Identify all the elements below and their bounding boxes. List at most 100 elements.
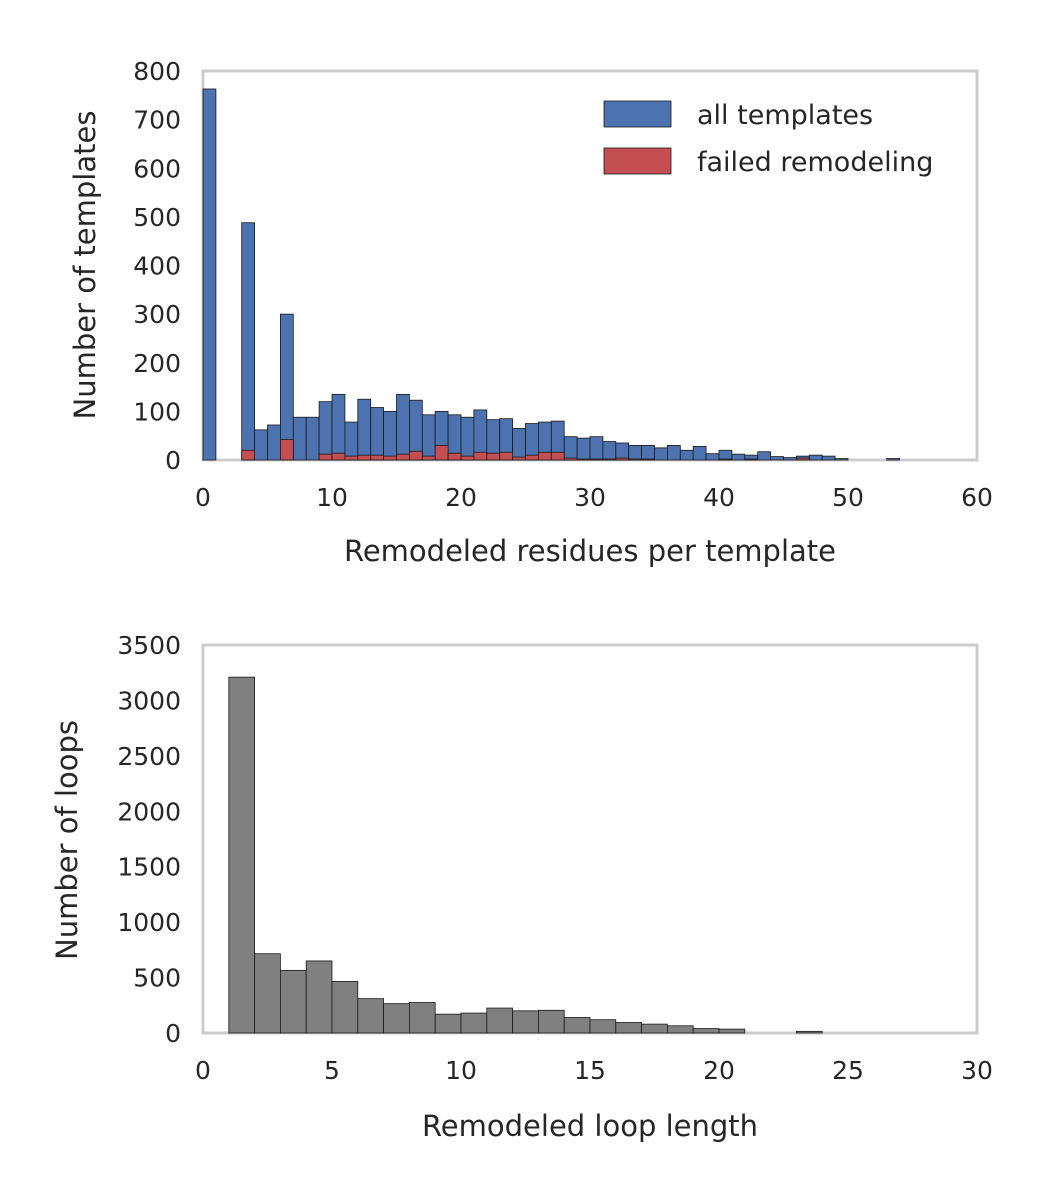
top-bar-all-templates-49 (834, 458, 849, 461)
top-bar-all-templates-8 (305, 416, 320, 461)
bottom-bar-series-18 (667, 1025, 694, 1034)
bottom-y-tick-label: 1500 (117, 853, 181, 882)
top-bar-all-templates-6 (279, 313, 294, 461)
top-y-tick-labels: 0 100 200 300 400 500 600 700 800 (133, 57, 181, 475)
top-bar-failed-remodeling-46 (796, 457, 810, 461)
top-bar-all-templates-20 (460, 416, 475, 461)
top-x-tick-label: 30 (574, 483, 606, 512)
top-y-tick-label: 200 (133, 349, 181, 378)
top-bar-all-templates-35 (654, 447, 668, 461)
top-bar-all-templates-24 (512, 427, 526, 461)
top-bar-failed-remodeling-22 (486, 452, 501, 461)
bottom-bar-series-11 (486, 1007, 513, 1034)
top-bar-failed-remodeling-27 (550, 451, 565, 461)
bottom-bar-series-1 (228, 676, 256, 1034)
bottom-y-tick-label: 1000 (117, 908, 181, 937)
top-bar-all-templates-37 (679, 449, 694, 461)
top-bar-all-templates-0 (202, 88, 217, 461)
bottom-y-tick-label: 500 (133, 964, 181, 993)
top-y-tick-label: 0 (165, 446, 181, 475)
bottom-y-tick-label: 2500 (117, 742, 181, 771)
top-bar-all-templates-40 (718, 449, 733, 461)
top-bar-all-templates-4 (254, 429, 268, 461)
top-bar-failed-remodeling-16 (408, 450, 423, 461)
bottom-y-tick-label: 3000 (117, 686, 181, 715)
top-bar-all-templates-15 (396, 393, 410, 461)
bottom-bar-series-15 (589, 1019, 617, 1034)
bottom-bar-series-7 (383, 1003, 410, 1034)
bottom-y-tick-label: 0 (165, 1019, 181, 1048)
top-bar-all-templates-9 (318, 401, 333, 461)
top-bar-all-templates-34 (641, 445, 655, 461)
bottom-bar-series-8 (408, 1002, 436, 1034)
top-bar-failed-remodeling-32 (615, 457, 630, 461)
bottom-bar-series-3 (279, 969, 307, 1034)
top-bar-failed-remodeling-10 (331, 452, 346, 461)
top-bar-failed-remodeling-18 (434, 445, 449, 461)
bottom-y-axis-label: Number of loops (50, 720, 84, 960)
top-bar-all-templates-43 (757, 451, 772, 461)
top-bar-failed-remodeling-20 (460, 455, 475, 461)
top-bar-failed-remodeling-14 (383, 455, 397, 461)
top-bar-all-templates-32 (615, 442, 630, 461)
bottom-x-tick-label: 30 (961, 1056, 993, 1085)
top-histogram-chart: 0 10 20 30 40 50 60 0100200300400500600700800 … (68, 57, 993, 568)
top-bar-failed-remodeling-34 (641, 458, 655, 461)
top-bar-all-templates-14 (383, 410, 397, 461)
top-bar-all-templates-7 (292, 416, 307, 461)
bottom-bar-series-23 (796, 1030, 823, 1034)
bottom-bar-series-9 (434, 1013, 462, 1034)
legend-swatch-all-templates (603, 100, 672, 128)
top-bar-failed-remodeling-17 (421, 455, 436, 461)
top-bar-all-templates-5 (267, 424, 281, 461)
top-x-tick-label: 50 (832, 483, 864, 512)
top-bar-failed-remodeling-6 (279, 439, 294, 461)
top-bar-all-templates-30 (589, 436, 604, 461)
bottom-bar-series-16 (615, 1022, 642, 1034)
bottom-x-axis-label: Remodeled loop length (422, 1109, 758, 1143)
top-bar-failed-remodeling-13 (370, 454, 385, 461)
top-bar-all-templates-25 (525, 423, 539, 461)
bottom-x-tick-label: 25 (832, 1056, 864, 1085)
top-bar-all-templates-48 (821, 455, 836, 461)
top-bar-failed-remodeling-11 (344, 455, 359, 461)
top-y-tick-label: 800 (133, 57, 181, 86)
bottom-x-tick-label: 10 (445, 1056, 477, 1085)
top-bar-all-templates-36 (667, 445, 681, 461)
top-bar-all-templates-41 (731, 453, 746, 461)
top-bar-all-templates-45 (783, 457, 797, 461)
top-y-tick-label: 700 (133, 106, 181, 135)
top-bar-failed-remodeling-15 (396, 453, 410, 461)
top-y-axis-label: Number of templates (68, 111, 102, 420)
top-bar-failed-remodeling-42 (744, 458, 759, 461)
top-bar-all-templates-12 (357, 398, 372, 461)
bottom-x-tick-labels: 0 5 10 15 20 25 30 (195, 1056, 993, 1085)
bottom-bar-series-19 (692, 1028, 720, 1034)
top-bar-failed-remodeling-31 (602, 458, 617, 461)
bottom-y-tick-label: 2000 (117, 797, 181, 826)
bottom-x-tick-label: 0 (195, 1056, 211, 1085)
bottom-bar-series-2 (254, 953, 281, 1034)
top-bar-all-templates-29 (576, 437, 591, 461)
top-y-tick-label: 300 (133, 300, 181, 329)
legend-label-all-templates: all templates (697, 100, 873, 131)
bottom-bar-series-14 (563, 1017, 591, 1034)
top-x-tick-label: 20 (445, 483, 477, 512)
bottom-y-tick-label: 3500 (117, 631, 181, 660)
top-bar-failed-remodeling-26 (538, 451, 552, 461)
bottom-x-tick-label: 5 (324, 1056, 340, 1085)
top-x-tick-labels: 0 10 20 30 40 50 60 (195, 483, 993, 512)
bottom-bar-series-6 (357, 998, 384, 1034)
top-x-axis-label: Remodeled residues per template (344, 534, 836, 568)
top-all-templates-bars (202, 88, 901, 461)
legend-label-failed-remodeling: failed remodeling (697, 147, 933, 178)
top-bar-all-templates-53 (886, 458, 901, 461)
top-bar-failed-remodeling-40 (718, 458, 733, 461)
top-bar-all-templates-28 (563, 436, 578, 461)
bottom-bar-series-4 (305, 960, 333, 1034)
bottom-bar-series-10 (460, 1012, 488, 1034)
top-y-tick-label: 100 (133, 397, 181, 426)
bottom-y-tick-labels: 0 500 1000 1500 2000 2500 3000 3500 (117, 631, 181, 1048)
top-bar-all-templates-17 (421, 414, 436, 461)
